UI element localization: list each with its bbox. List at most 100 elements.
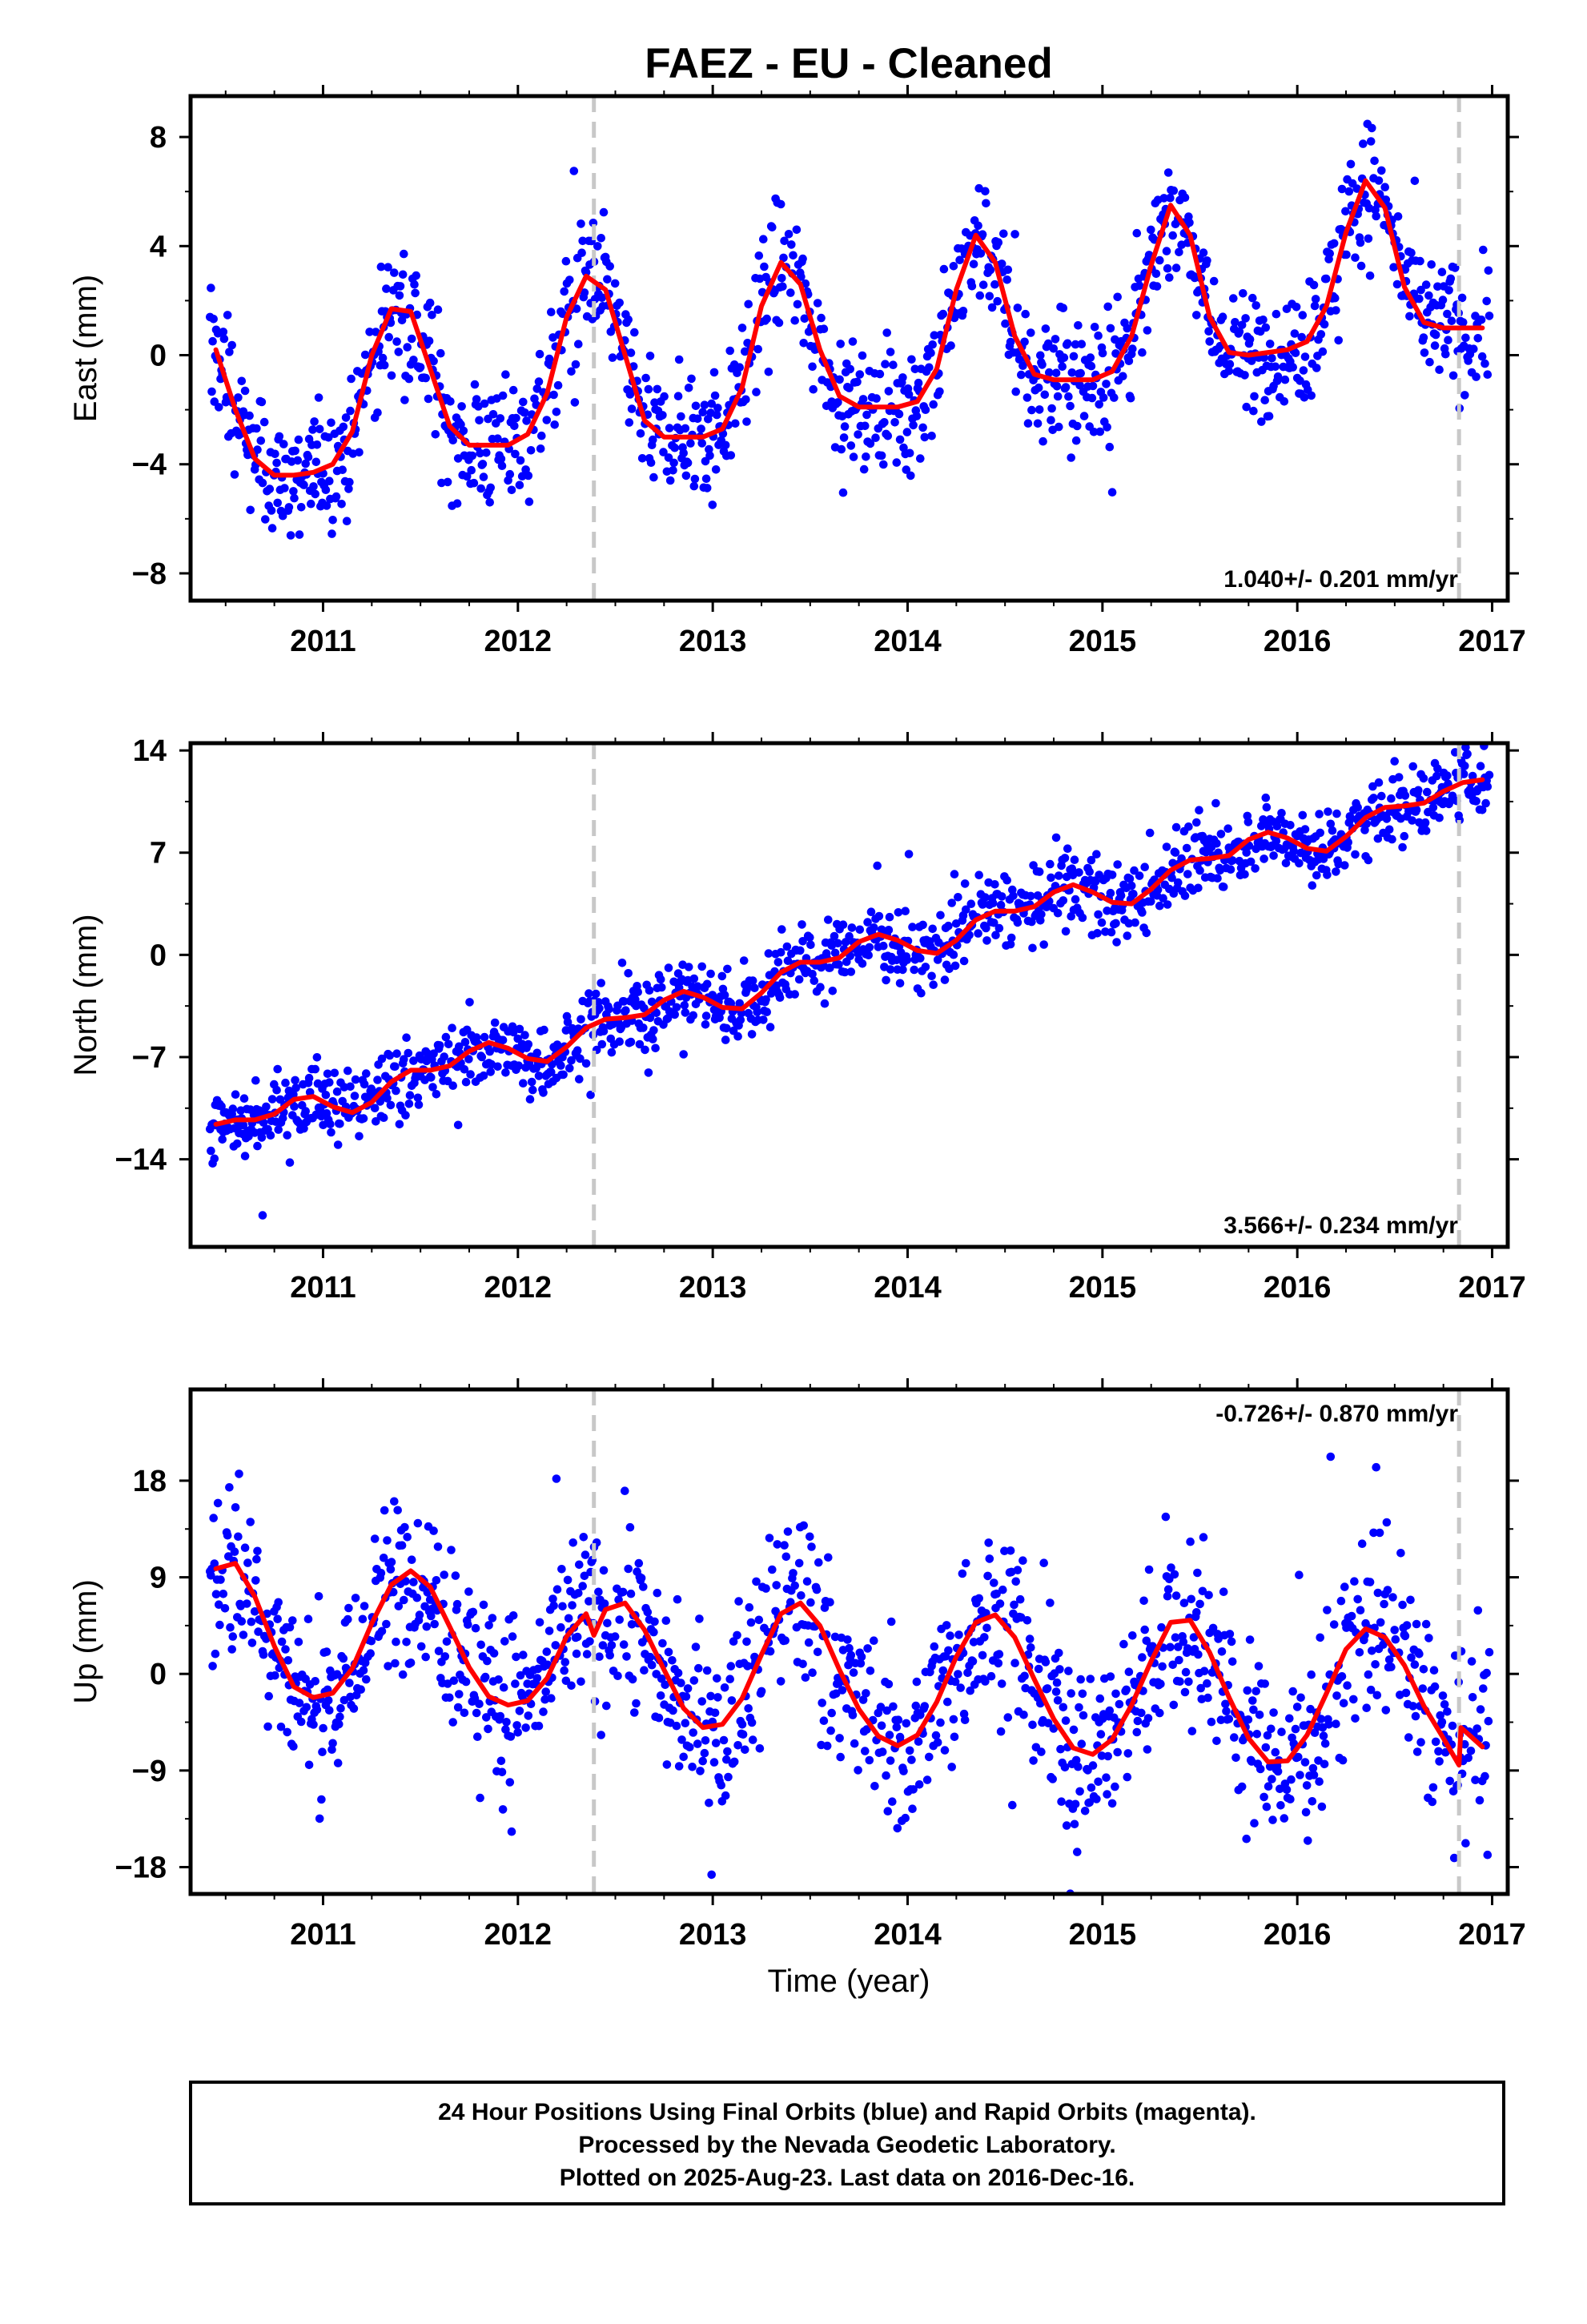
observation-point (1271, 362, 1280, 372)
observation-point (1356, 238, 1365, 247)
y-tick-label: 18 (133, 1465, 167, 1498)
observation-point (1302, 1781, 1312, 1790)
observation-point (339, 422, 348, 432)
observation-point (1430, 1682, 1440, 1691)
observation-point (693, 1739, 702, 1748)
observation-point (1384, 1655, 1394, 1664)
observation-point (742, 417, 751, 426)
observation-point (806, 940, 815, 950)
x-tick-label: 2011 (290, 1918, 356, 1952)
observation-point (850, 1739, 859, 1748)
observation-point (644, 1068, 653, 1077)
observation-point (535, 349, 544, 359)
observation-point (1010, 1659, 1019, 1667)
observation-point (674, 355, 684, 364)
observation-point (962, 905, 970, 915)
observation-point (239, 1120, 248, 1130)
observation-point (696, 1767, 705, 1775)
observation-point (1002, 275, 1011, 284)
observation-point (275, 432, 284, 441)
observation-point (1097, 918, 1107, 927)
observation-point (1355, 1648, 1364, 1657)
observation-point (745, 1602, 754, 1612)
observation-point (929, 400, 938, 409)
observation-point (548, 1594, 557, 1603)
observation-point (486, 483, 495, 493)
observation-point (787, 240, 796, 249)
observation-point (647, 997, 657, 1007)
observation-point (1184, 1677, 1193, 1687)
observation-point (1415, 294, 1424, 304)
observation-point (567, 367, 576, 376)
observation-point (1434, 1747, 1443, 1756)
observation-point (798, 920, 806, 929)
observation-point (376, 262, 386, 271)
observation-point (1291, 1724, 1300, 1734)
observation-point (532, 1048, 542, 1058)
observation-point (243, 1599, 251, 1608)
observation-point (1328, 826, 1337, 835)
observation-point (455, 1690, 464, 1699)
observation-point (1140, 1625, 1149, 1634)
observation-point (624, 315, 633, 324)
observation-point (1398, 842, 1407, 852)
observation-point (968, 1657, 978, 1666)
observation-point (1340, 1582, 1349, 1591)
observation-point (1264, 1782, 1273, 1791)
observation-point (1375, 1528, 1384, 1538)
observation-point (695, 1614, 704, 1623)
observation-point (988, 899, 998, 907)
observation-point (940, 1746, 950, 1755)
observation-point (691, 401, 701, 411)
observation-point (223, 1530, 232, 1540)
observation-point (768, 1565, 777, 1574)
observation-point (278, 511, 287, 521)
observation-point (925, 1752, 934, 1762)
observation-point (794, 1558, 804, 1568)
observation-point (990, 919, 998, 927)
observation-point (904, 850, 914, 858)
observation-point (515, 1707, 524, 1715)
observation-point (1147, 225, 1155, 235)
observation-point (448, 1718, 457, 1727)
observation-point (1224, 366, 1234, 376)
observation-point (721, 440, 730, 450)
observation-point (1256, 1764, 1265, 1774)
observation-point (1273, 372, 1283, 381)
observation-point (1295, 1570, 1304, 1579)
observation-point (1334, 336, 1343, 345)
observation-point (1468, 1693, 1477, 1702)
observation-point (689, 1676, 699, 1685)
x-tick-label: 2013 (679, 1918, 747, 1952)
observation-point (501, 370, 510, 380)
observation-point (1447, 316, 1456, 326)
observation-point (314, 1592, 323, 1601)
observation-point (639, 1582, 648, 1591)
observation-point (1023, 419, 1033, 428)
observation-point (267, 524, 277, 533)
observation-point (610, 279, 620, 288)
observation-point (895, 979, 905, 988)
observation-point (644, 384, 653, 394)
observation-point (373, 408, 382, 417)
observation-point (1308, 1763, 1318, 1773)
observation-point (978, 1651, 987, 1660)
observation-point (1484, 266, 1493, 275)
observation-point (1285, 1714, 1294, 1723)
observation-point (1055, 1648, 1063, 1658)
observation-point (1199, 248, 1208, 257)
x-tick-label: 2012 (484, 625, 552, 658)
observation-point (1485, 312, 1494, 320)
observation-point (1059, 1703, 1068, 1712)
observation-point (808, 1668, 817, 1677)
observation-point (938, 309, 948, 319)
observation-point (649, 1026, 658, 1035)
observation-point (1092, 850, 1101, 858)
plot-frame (188, 1387, 1510, 1896)
observation-point (1436, 1711, 1444, 1720)
observation-point (1271, 1747, 1280, 1757)
observation-point (980, 1633, 989, 1642)
observation-point (1222, 1707, 1231, 1716)
observation-point (1061, 927, 1071, 936)
observation-point (656, 1691, 665, 1700)
